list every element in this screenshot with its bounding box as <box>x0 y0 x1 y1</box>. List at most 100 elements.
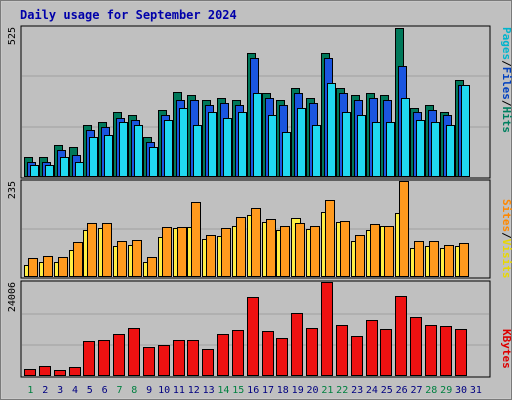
kbytes-legend-part-0: KBytes <box>500 329 512 369</box>
hits-pages-bar-day-25 <box>386 122 395 177</box>
chart-title: Daily usage for September 2024 <box>20 8 237 22</box>
visits-sites-bar-day-17 <box>266 219 276 277</box>
hits-pages-bar-day-12 <box>193 125 202 177</box>
x-tick-label-day-8: 8 <box>131 385 137 396</box>
hits-pages-bar-day-9 <box>149 147 158 177</box>
kbytes-kbytes-bar-day-27 <box>410 317 422 376</box>
visits-sites-bar-day-25 <box>384 226 394 277</box>
kbytes-kbytes-bar-day-26 <box>395 296 407 376</box>
hits-legend-part-2: Files <box>500 67 512 100</box>
x-tick-label-day-13: 13 <box>203 385 215 396</box>
x-tick-label-day-6: 6 <box>102 385 108 396</box>
hits-pages-bar-day-1 <box>30 165 39 177</box>
x-tick-label-day-11: 11 <box>173 385 185 396</box>
kbytes-kbytes-bar-day-1 <box>24 369 36 376</box>
visits-legend-part-1: / <box>500 232 512 239</box>
visits-ymax-label: 235 <box>7 181 18 199</box>
bars <box>24 28 470 376</box>
hits-pages-bar-day-14 <box>223 118 232 177</box>
visits-sites-bar-day-27 <box>414 241 424 277</box>
hits-pages-bar-day-22 <box>342 112 351 177</box>
x-tick-label-day-30: 30 <box>455 385 467 396</box>
x-tick-label-day-27: 27 <box>410 385 422 396</box>
x-axis-day-labels: 1 2 3 4 5 6 7 8 9 10 11 12 13 14 15 16 17 18 19 20 21 22 23 24 2… <box>27 385 482 396</box>
kbytes-kbytes-bar-day-12 <box>187 340 199 376</box>
visits-legend: Sites/Visits <box>500 199 512 279</box>
x-tick-label-day-22: 22 <box>336 385 348 396</box>
hits-legend-part-3: / <box>500 100 512 107</box>
kbytes-kbytes-bar-day-8 <box>128 328 140 376</box>
visits-sites-bar-day-11 <box>177 227 187 277</box>
x-tick-label-day-19: 19 <box>292 385 304 396</box>
hits-pages-bar-day-19 <box>297 108 306 177</box>
x-tick-label-day-9: 9 <box>146 385 152 396</box>
kbytes-kbytes-bar-day-6 <box>98 340 110 376</box>
kbytes-kbytes-bar-day-19 <box>291 313 303 376</box>
kbytes-kbytes-bar-day-14 <box>217 334 229 376</box>
kbytes-kbytes-bar-day-4 <box>69 367 81 376</box>
hits-pages-bar-day-3 <box>60 157 69 177</box>
visits-sites-bar-day-15 <box>236 217 246 277</box>
hits-legend-part-1: / <box>500 60 512 67</box>
kbytes-ymax-label: 24006 <box>7 282 18 312</box>
kbytes-kbytes-bar-day-18 <box>276 338 288 376</box>
hits-pages-bar-day-6 <box>104 135 113 177</box>
kbytes-kbytes-bar-day-13 <box>202 349 214 376</box>
hits-pages-bar-day-29 <box>446 125 455 177</box>
visits-legend-part-0: Sites <box>500 199 512 232</box>
visits-sites-bar-day-13 <box>206 235 216 277</box>
visits-sites-bar-day-7 <box>117 241 127 277</box>
x-tick-label-day-26: 26 <box>396 385 408 396</box>
hits-pages-bar-day-2 <box>45 165 54 177</box>
kbytes-kbytes-bar-day-22 <box>336 325 348 376</box>
kbytes-legend: KBytes <box>500 329 512 369</box>
kbytes-kbytes-bar-day-23 <box>351 336 363 376</box>
x-tick-label-day-20: 20 <box>306 385 318 396</box>
x-tick-label-day-10: 10 <box>158 385 170 396</box>
visits-sites-bar-day-19 <box>295 223 305 277</box>
x-tick-label-day-4: 4 <box>72 385 78 396</box>
hits-pages-bar-day-16 <box>253 93 262 177</box>
visits-sites-bar-day-30 <box>459 243 469 277</box>
x-tick-label-day-3: 3 <box>57 385 63 396</box>
visits-sites-bar-day-23 <box>355 235 365 277</box>
hits-legend: Pages/Files/Hits <box>500 27 512 133</box>
kbytes-kbytes-bar-day-11 <box>173 340 185 376</box>
x-tick-label-day-31: 31 <box>470 385 482 396</box>
hits-pages-bar-day-11 <box>179 108 188 177</box>
hits-pages-bar-day-21 <box>327 83 336 177</box>
hits-pages-bar-day-17 <box>268 115 277 177</box>
visits-sites-bar-day-1 <box>28 258 38 277</box>
visits-sites-bar-day-29 <box>444 245 454 277</box>
kbytes-kbytes-bar-day-17 <box>262 331 274 376</box>
hits-pages-bar-day-7 <box>119 122 128 177</box>
visits-sites-bar-day-22 <box>340 221 350 277</box>
kbytes-kbytes-bar-day-24 <box>366 320 378 376</box>
kbytes-kbytes-bar-day-21 <box>321 282 333 376</box>
visits-sites-bar-day-4 <box>73 242 83 277</box>
kbytes-kbytes-bar-day-29 <box>440 326 452 376</box>
visits-sites-bar-day-2 <box>43 256 53 277</box>
hits-pages-bar-day-27 <box>416 120 425 177</box>
x-tick-label-day-24: 24 <box>366 385 378 396</box>
visits-legend-part-2: Visits <box>500 239 512 279</box>
visits-sites-bar-day-3 <box>58 257 68 277</box>
visits-sites-bar-day-28 <box>429 241 439 277</box>
x-tick-label-day-29: 29 <box>440 385 452 396</box>
visits-sites-bar-day-14 <box>221 228 231 277</box>
x-tick-label-day-23: 23 <box>351 385 363 396</box>
hits-pages-bar-day-5 <box>89 137 98 177</box>
hits-pages-bar-day-23 <box>357 115 366 177</box>
x-tick-label-day-28: 28 <box>425 385 437 396</box>
hits-pages-bar-day-24 <box>372 122 381 177</box>
visits-sites-bar-day-10 <box>162 227 172 277</box>
visits-sites-bar-day-5 <box>87 223 97 277</box>
x-tick-label-day-16: 16 <box>247 385 259 396</box>
kbytes-kbytes-bar-day-20 <box>306 328 318 376</box>
x-tick-label-day-15: 15 <box>232 385 244 396</box>
kbytes-kbytes-bar-day-30 <box>455 329 467 376</box>
hits-legend-part-0: Pages <box>500 27 512 60</box>
kbytes-kbytes-bar-day-7 <box>113 334 125 376</box>
x-tick-label-day-5: 5 <box>87 385 93 396</box>
